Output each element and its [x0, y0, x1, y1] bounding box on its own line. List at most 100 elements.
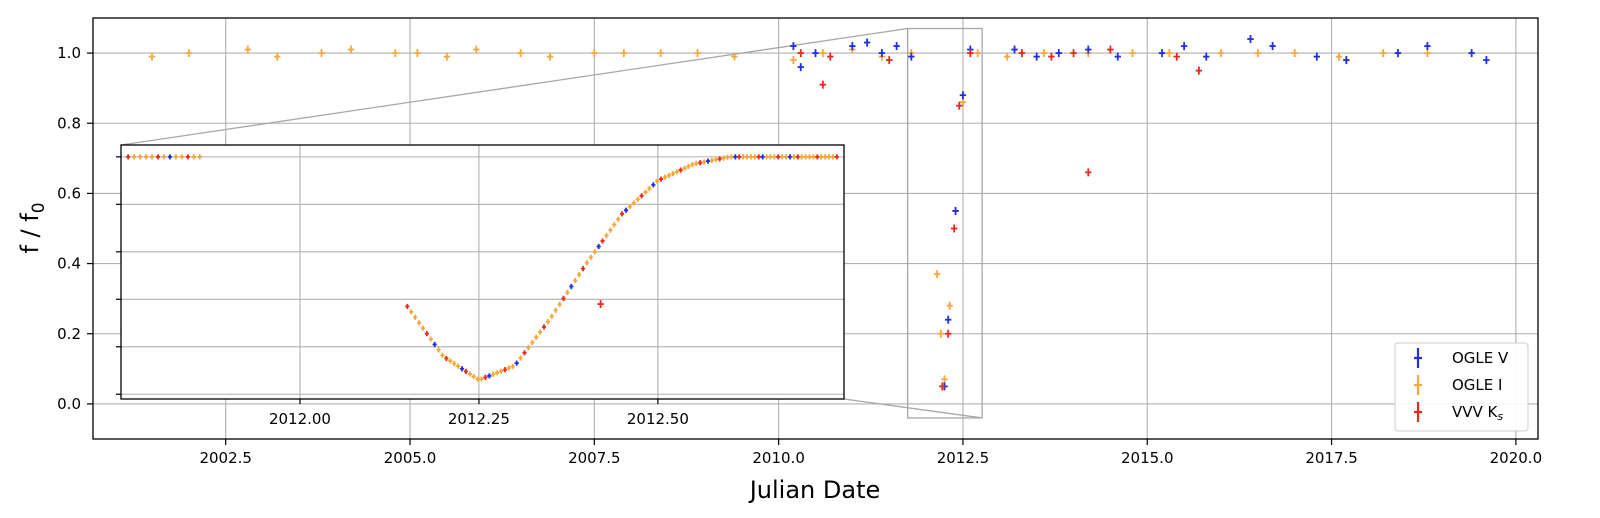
data-point [1269, 42, 1275, 50]
data-point [1048, 53, 1054, 61]
data-point [149, 53, 155, 61]
data-point [1085, 168, 1091, 176]
y-axis-title: f / f0 [16, 202, 49, 253]
data-point [893, 42, 899, 50]
data-point [886, 56, 892, 64]
legend-label-vvv-ks: VVV Ks [1452, 403, 1503, 423]
legend-label-ogle-v: OGLE V [1452, 349, 1509, 367]
y-axis-title-sub: 0 [29, 202, 49, 213]
y-tick-label: 0.4 [57, 255, 81, 273]
legend-label-vvv-ks-sub: s [1497, 410, 1503, 423]
data-point [392, 49, 398, 57]
zoom-rectangle [908, 29, 982, 418]
data-point [1174, 53, 1180, 61]
x-tick-label: 2015.0 [1121, 449, 1174, 467]
data-point [1129, 49, 1135, 57]
data-point [790, 42, 796, 50]
data-point [1056, 49, 1062, 57]
data-point [934, 270, 940, 278]
zoom-connector-top [121, 29, 908, 145]
data-point [960, 91, 966, 99]
data-point [1218, 49, 1224, 57]
data-point [941, 375, 947, 383]
data-point [951, 225, 957, 233]
y-tick-label: 0.2 [57, 325, 81, 343]
data-point [974, 49, 980, 57]
data-point [938, 330, 944, 338]
data-point [1011, 46, 1017, 54]
x-tick-label: 2012.5 [937, 449, 990, 467]
data-point [186, 49, 192, 57]
data-point [946, 302, 952, 310]
data-point [1159, 49, 1165, 57]
data-point [820, 49, 826, 57]
data-point [1203, 53, 1209, 61]
data-point [1424, 49, 1430, 57]
data-point [1070, 49, 1076, 57]
data-point [952, 207, 958, 215]
y-tick-label: 0.6 [57, 184, 81, 202]
data-point [1395, 49, 1401, 57]
data-point [1033, 53, 1039, 61]
data-point [1424, 42, 1430, 50]
data-point [1041, 49, 1047, 57]
data-point [591, 49, 597, 57]
x-tick-label: 2007.5 [568, 449, 621, 467]
data-point [444, 53, 450, 61]
data-point [245, 46, 251, 54]
data-point [517, 49, 523, 57]
data-point [1115, 53, 1121, 61]
x-axis-title: Julian Date [748, 476, 881, 504]
y-tick-label: 0.8 [57, 114, 81, 132]
inset-x-tick-label: 2012.50 [627, 410, 689, 428]
data-point [1107, 46, 1113, 54]
data-point [1343, 56, 1349, 64]
data-point [348, 46, 354, 54]
data-point [812, 49, 818, 57]
data-point [1004, 53, 1010, 61]
data-point [621, 49, 627, 57]
data-point [414, 49, 420, 57]
inset-background [121, 145, 844, 399]
inset-x-tick-label: 2012.00 [269, 410, 331, 428]
data-point [318, 49, 324, 57]
data-point [1483, 56, 1489, 64]
data-point [820, 81, 826, 89]
data-point [798, 49, 804, 57]
y-tick-label: 0.0 [57, 395, 81, 413]
data-point [1380, 49, 1386, 57]
data-point [945, 316, 951, 324]
x-tick-label: 2002.5 [199, 449, 252, 467]
legend-label-vvv-ks-main: VVV K [1452, 403, 1499, 421]
inset-plot: 2012.00 2012.25 2012.50 [116, 145, 844, 428]
x-tick-label: 2020.0 [1490, 449, 1543, 467]
data-point [790, 56, 796, 64]
data-point [1166, 49, 1172, 57]
data-point [473, 46, 479, 54]
y-tick-label: 1.0 [57, 44, 81, 62]
data-point [1255, 49, 1261, 57]
data-point [1292, 49, 1298, 57]
data-point [1468, 49, 1474, 57]
zoom-connector-bottom [844, 399, 982, 418]
data-point [1181, 42, 1187, 50]
y-axis-title-main: f / f [16, 213, 44, 254]
data-point [798, 63, 804, 71]
data-point [1336, 53, 1342, 61]
data-point [864, 39, 870, 47]
data-point [657, 49, 663, 57]
x-tick-label: 2005.0 [384, 449, 437, 467]
legend-label-ogle-i: OGLE I [1452, 376, 1502, 394]
data-point [1196, 67, 1202, 75]
data-point [274, 53, 280, 61]
data-point [547, 53, 553, 61]
data-point [694, 49, 700, 57]
inset-x-tick-label: 2012.25 [448, 410, 510, 428]
x-tick-label: 2010.0 [752, 449, 805, 467]
data-point [1247, 35, 1253, 43]
data-point [945, 330, 951, 338]
legend: OGLE V OGLE I VVV Ks [1395, 343, 1528, 431]
data-point [827, 53, 833, 61]
x-tick-label: 2017.5 [1305, 449, 1358, 467]
